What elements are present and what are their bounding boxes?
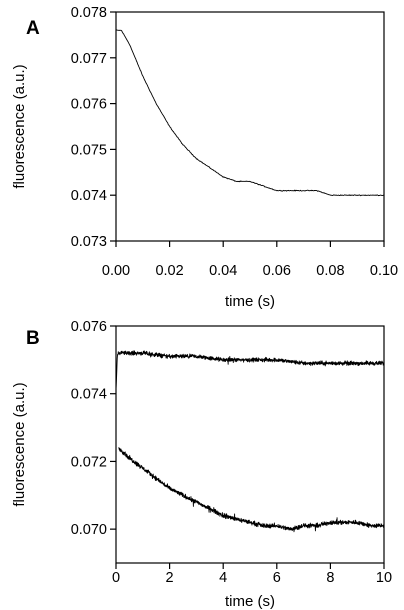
chart-panel-a: A 0.073 0.074 0.075 0.076 0.077 0.078 0.00 0.02 0… [11, 5, 398, 310]
y-tick-label: 0.072 [71, 454, 107, 470]
series-line-2 [118, 447, 385, 533]
y-tick-label: 0.074 [71, 387, 107, 403]
y-tick-label: 0.075 [71, 142, 107, 158]
y-tick-label: 0.073 [71, 234, 107, 250]
y-tick-label: 0.076 [71, 319, 107, 335]
chart-panel-b: B 0.070 0.072 0.074 0.076 0 2 4 6 8 10 time (s) fluo… [11, 319, 392, 610]
x-tick-label: 2 [166, 570, 174, 586]
x-tick-label: 0.10 [370, 263, 398, 279]
x-axis-label: time (s) [225, 293, 275, 310]
series-line-1 [115, 29, 385, 197]
x-tick-label: 0.00 [102, 263, 130, 279]
y-tick-label: 0.076 [71, 97, 107, 113]
x-tick-label: 6 [273, 570, 281, 586]
series-line-1 [115, 350, 385, 390]
x-tick-label: 8 [326, 570, 334, 586]
panel-letter: A [26, 18, 40, 39]
y-axis-label: fluorescence (a.u.) [11, 64, 28, 188]
x-tick-label: 0 [112, 570, 120, 586]
y-tick-label: 0.077 [71, 51, 107, 67]
x-tick-label: 0.02 [155, 263, 183, 279]
y-tick-label: 0.074 [71, 188, 107, 204]
y-tick-label: 0.078 [71, 5, 107, 21]
x-tick-label: 10 [376, 570, 392, 586]
y-tick-label: 0.070 [71, 522, 107, 538]
panel-letter: B [26, 328, 40, 349]
x-tick-label: 0.06 [263, 263, 291, 279]
x-tick-label: 0.08 [316, 263, 344, 279]
y-axis-label: fluorescence (a.u.) [11, 382, 28, 506]
x-axis-label: time (s) [225, 593, 275, 610]
plot-frame [115, 11, 385, 242]
x-tick-label: 0.04 [209, 263, 237, 279]
plot-frame [115, 325, 385, 564]
x-tick-label: 4 [219, 570, 227, 586]
